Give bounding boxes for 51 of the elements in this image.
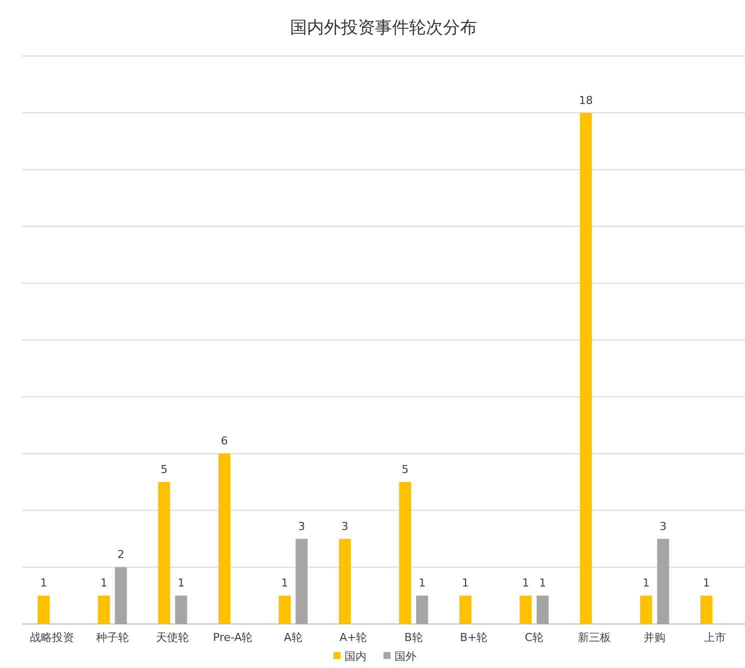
data-label: 5 — [402, 463, 409, 476]
data-label: 6 — [220, 434, 228, 448]
bar — [657, 538, 670, 624]
x-tick-label: 并购 — [644, 631, 666, 644]
x-tick-label: 上市 — [704, 631, 726, 644]
bar — [175, 596, 188, 624]
bar — [700, 596, 712, 624]
chart-title: 国内外投资事件轮次分布 — [290, 18, 477, 38]
x-tick-label: A+轮 — [340, 631, 368, 644]
x-tick-label: 新三板 — [578, 631, 611, 644]
bar — [38, 596, 50, 624]
data-label: 5 — [160, 463, 168, 476]
x-tick-label: 天使轮 — [156, 631, 190, 644]
bar — [296, 538, 308, 624]
bar — [536, 596, 549, 624]
x-tick-label: Pre-A轮 — [213, 631, 253, 644]
data-label: 1 — [702, 576, 710, 590]
bar — [278, 596, 291, 624]
data-label: 3 — [660, 520, 667, 533]
data-label: 1 — [522, 576, 530, 590]
bar — [640, 596, 652, 624]
data-label: 1 — [418, 576, 426, 590]
x-tick-label: B轮 — [404, 631, 423, 644]
bar — [338, 538, 351, 624]
legend-label: 国内 — [344, 650, 366, 663]
bar — [98, 596, 110, 624]
data-label: 1 — [100, 576, 108, 590]
data-label: 1 — [178, 576, 185, 590]
x-tick-label: B+轮 — [460, 631, 488, 644]
x-tick-label: A轮 — [284, 631, 302, 644]
bar — [399, 482, 412, 624]
bar — [158, 482, 170, 624]
data-label: 18 — [578, 94, 593, 107]
data-label: 1 — [281, 576, 288, 590]
data-label: 3 — [298, 520, 306, 533]
x-tick-label: 战略投资 — [30, 631, 74, 644]
data-label: 1 — [462, 576, 469, 590]
bar — [218, 454, 230, 624]
x-tick-label: 种子轮 — [96, 631, 129, 644]
bar — [520, 596, 532, 624]
data-label: 1 — [539, 576, 546, 590]
x-tick-label: C轮 — [524, 631, 544, 644]
legend-label: 国外 — [394, 650, 416, 663]
bar — [114, 567, 127, 624]
bar — [459, 596, 472, 624]
bar — [580, 112, 592, 624]
data-label: 3 — [341, 520, 348, 533]
bar — [416, 596, 428, 624]
data-label: 2 — [117, 548, 124, 562]
data-label: 1 — [642, 576, 650, 590]
data-label: 1 — [40, 576, 48, 590]
